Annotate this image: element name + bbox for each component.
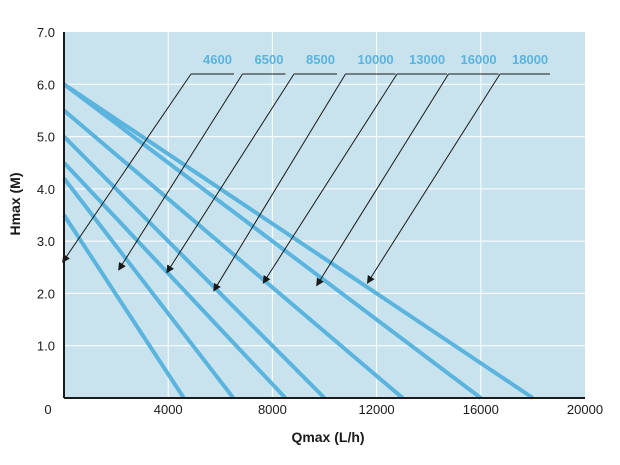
y-tick-label: 4.0	[37, 182, 55, 197]
series-lines	[62, 82, 535, 400]
y-tick-label: 1.0	[37, 339, 55, 354]
series-label-4600: 4600	[203, 52, 232, 67]
series-label-16000: 16000	[461, 52, 497, 67]
annotation-arrow-6500	[118, 73, 243, 271]
annotation-arrow-13000	[262, 73, 398, 284]
y-tick-label: 7.0	[37, 25, 55, 40]
x-axis-title: Qmax (L/h)	[291, 429, 364, 445]
x-tick-label: 4000	[154, 402, 183, 417]
y-tick-label: 3.0	[37, 234, 55, 249]
series-line-13000	[62, 108, 404, 400]
y-tick-labels: 1.0 2.0 3.0 4.0 5.0 6.0 7.0	[37, 25, 55, 354]
series-label-8500: 8500	[306, 52, 335, 67]
y-tick-label: 6.0	[37, 77, 55, 92]
annotation-arrows	[62, 73, 550, 292]
y-tick-label: 2.0	[37, 286, 55, 301]
annotation-arrow-16000	[316, 73, 449, 287]
x-tick-label: 12000	[359, 402, 395, 417]
grid	[64, 32, 585, 398]
annotation-arrow-10000	[213, 73, 346, 292]
x-tick-label: 20000	[567, 402, 603, 417]
series-line-10000	[62, 135, 326, 400]
x-tick-labels: 0 4000 8000 12000 16000 20000	[44, 402, 603, 417]
x-tick-label: 8000	[258, 402, 287, 417]
series-line-16000	[62, 82, 483, 400]
series-line-6500	[62, 177, 235, 400]
series-label-10000: 10000	[358, 52, 394, 67]
annotation-arrow-18000	[366, 73, 501, 284]
series-line-4600	[62, 213, 186, 400]
series-line-18000	[62, 82, 535, 400]
annotation-arrow-8500	[166, 73, 295, 274]
x-tick-label: 0	[44, 402, 51, 417]
y-tick-label: 5.0	[37, 130, 55, 145]
series-label-18000: 18000	[512, 52, 548, 67]
series-line-8500	[62, 161, 287, 400]
y-axis-title: Hmax (M)	[7, 172, 23, 235]
x-tick-label: 16000	[463, 402, 499, 417]
series-labels: 4600 6500 8500 10000 13000 16000 18000	[203, 52, 548, 67]
plot-area	[64, 32, 585, 398]
series-label-6500: 6500	[255, 52, 284, 67]
series-label-13000: 13000	[409, 52, 445, 67]
annotation-arrow-4600	[62, 73, 192, 263]
